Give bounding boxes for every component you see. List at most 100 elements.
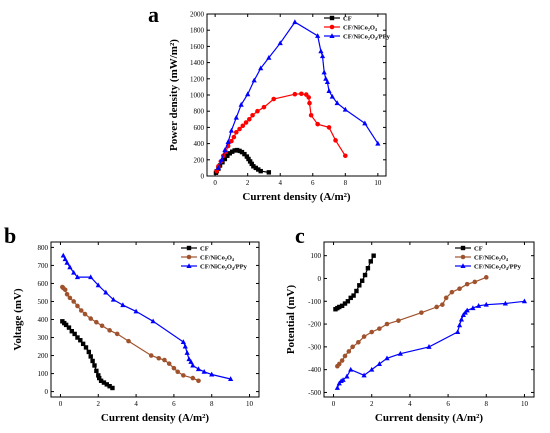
data-point: [62, 256, 68, 262]
y-tick-label: -100: [308, 298, 321, 306]
data-point: [266, 54, 272, 60]
data-point: [229, 138, 234, 144]
data-point: [434, 304, 439, 310]
data-point: [440, 302, 445, 307]
y-tick-label: 100: [311, 252, 322, 260]
x-tick-label: 2: [246, 179, 250, 187]
data-point: [222, 156, 228, 162]
x-tick-label: 8: [485, 400, 489, 408]
data-point: [521, 298, 528, 304]
data-point: [397, 350, 403, 356]
y-tick-label: -500: [308, 389, 321, 397]
data-point: [251, 77, 257, 83]
data-point: [321, 69, 327, 75]
legend-marker: [460, 245, 466, 251]
data-point: [62, 287, 68, 293]
x-tick-label: 2: [97, 400, 101, 408]
data-point: [196, 378, 201, 384]
x-tick-label: 8: [210, 400, 214, 408]
data-point: [104, 382, 109, 387]
data-point: [472, 279, 478, 285]
y-axis-title: Potential (mV): [285, 284, 297, 354]
data-point: [255, 108, 260, 114]
data-point: [258, 65, 264, 71]
x-tick-label: 0: [332, 400, 336, 408]
data-point: [227, 151, 232, 156]
chart-panel-a: a 0 2 4 6 8 10 0 200 400 600 800 1000 1200 1400 1600 180…: [148, 2, 391, 203]
x-tick-label: 2: [370, 400, 374, 408]
data-point: [342, 301, 348, 306]
data-point: [190, 362, 196, 368]
y-tick-label: 0: [318, 275, 322, 283]
data-point: [456, 322, 463, 328]
x-tick-label: 4: [134, 400, 138, 408]
data-point: [443, 295, 449, 301]
data-point: [209, 371, 215, 377]
data-point: [99, 323, 105, 329]
legend-marker: [186, 245, 192, 251]
legend-marker: [186, 263, 192, 268]
data-point: [369, 366, 375, 372]
series-line: [61, 286, 199, 382]
legend-marker: [460, 263, 466, 268]
legend-marker: [329, 33, 335, 38]
series-2: [334, 298, 528, 390]
data-point: [228, 127, 235, 133]
y-tick-label: 1400: [190, 59, 205, 67]
data-point: [75, 335, 80, 340]
data-point: [365, 266, 371, 271]
data-point: [228, 376, 234, 381]
data-point: [369, 329, 375, 335]
data-point: [323, 76, 329, 81]
data-point: [214, 168, 220, 174]
y-tick-label: 1800: [190, 27, 205, 35]
data-point: [361, 334, 367, 339]
data-point: [458, 316, 465, 322]
y-tick-label: 100: [38, 370, 49, 378]
x-tick-label: 10: [521, 400, 529, 408]
data-point: [64, 259, 70, 265]
data-point: [96, 373, 101, 378]
data-point: [396, 318, 401, 323]
data-point: [78, 308, 84, 313]
data-point: [426, 344, 432, 349]
data-point: [95, 282, 101, 288]
data-point: [246, 156, 251, 162]
y-tick-label: 1000: [190, 92, 205, 100]
x-tick-label: 6: [446, 400, 450, 408]
data-point: [464, 281, 470, 287]
x-tick-label: 0: [59, 400, 63, 408]
data-point: [71, 299, 76, 304]
legend: CF CF/NiCo₂O₄ CF/NiCo₂O₄/PPy: [324, 15, 391, 40]
data-point: [336, 361, 342, 367]
data-point: [90, 358, 95, 364]
data-point: [266, 170, 272, 175]
y-tick-label: 600: [38, 280, 49, 288]
data-point: [348, 295, 353, 301]
data-point: [86, 349, 92, 355]
data-point: [225, 153, 230, 158]
legend-label: CF: [343, 15, 352, 22]
y-tick-label: 1200: [190, 75, 205, 83]
legend: CF CF/NiCo₂O₄ CF/NiCo₂O₄/PPy: [455, 245, 522, 270]
data-point: [188, 359, 194, 364]
data-point: [88, 274, 94, 280]
data-point: [156, 355, 162, 361]
data-point: [243, 120, 249, 125]
data-point: [71, 269, 77, 275]
data-point: [277, 40, 283, 46]
data-point: [334, 100, 340, 106]
data-point: [356, 339, 361, 345]
x-tick-label: 6: [311, 179, 315, 187]
data-point: [195, 366, 202, 372]
data-point: [181, 373, 186, 378]
data-point: [63, 322, 69, 328]
x-tick-label: 6: [172, 400, 176, 408]
data-point: [361, 372, 367, 378]
data-point: [67, 264, 73, 270]
data-point: [343, 153, 348, 159]
y-tick-label: 0: [201, 173, 205, 181]
data-point: [239, 149, 245, 155]
data-point: [337, 304, 342, 310]
data-point: [238, 101, 244, 107]
